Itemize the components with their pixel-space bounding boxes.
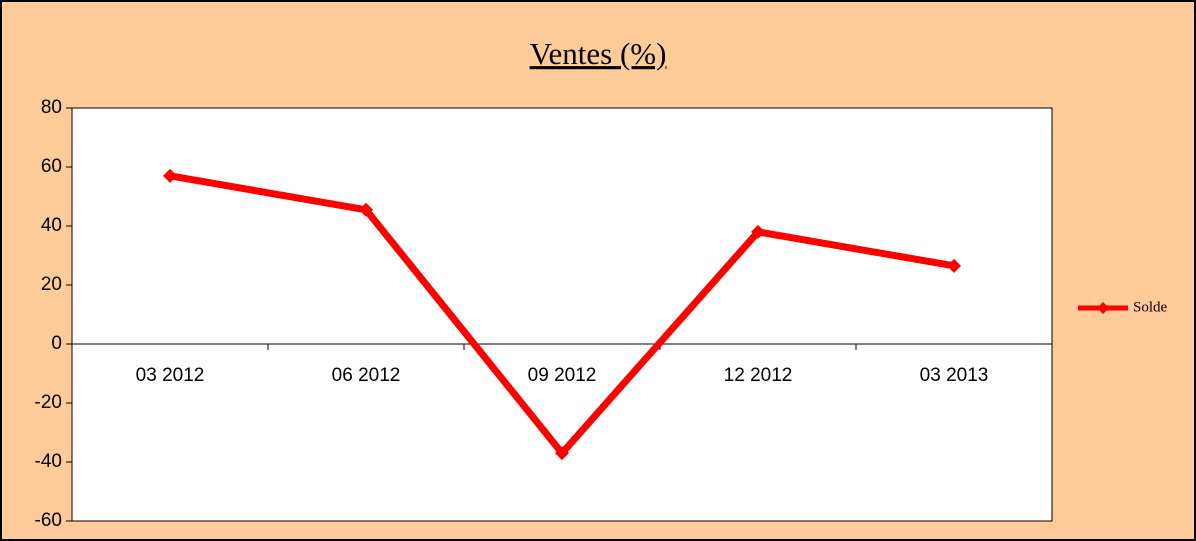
y-tick-label: 60 [41,156,62,177]
y-tick-label: 80 [41,97,62,118]
legend-label: Solde [1133,299,1168,315]
legend-marker [1097,302,1109,314]
y-tick-label: -40 [35,451,62,472]
data-point [947,258,961,273]
data-point [555,446,569,461]
x-tick-label: 12 2012 [724,365,793,386]
y-tick-label: 0 [51,333,62,354]
data-point [751,224,765,239]
y-tick-label: -20 [35,392,62,413]
y-tick-label: -60 [35,510,62,531]
x-tick-label: 09 2012 [528,365,597,386]
x-tick-label: 06 2012 [332,365,401,386]
x-tick-label: 03 2012 [136,365,205,386]
x-tick-label: 03 2013 [920,365,989,386]
y-tick-label: 40 [41,215,62,236]
data-point [163,168,177,183]
data-point [359,202,373,217]
y-tick-label: 20 [41,274,62,295]
chart-title: Ventes (%) [530,36,667,71]
